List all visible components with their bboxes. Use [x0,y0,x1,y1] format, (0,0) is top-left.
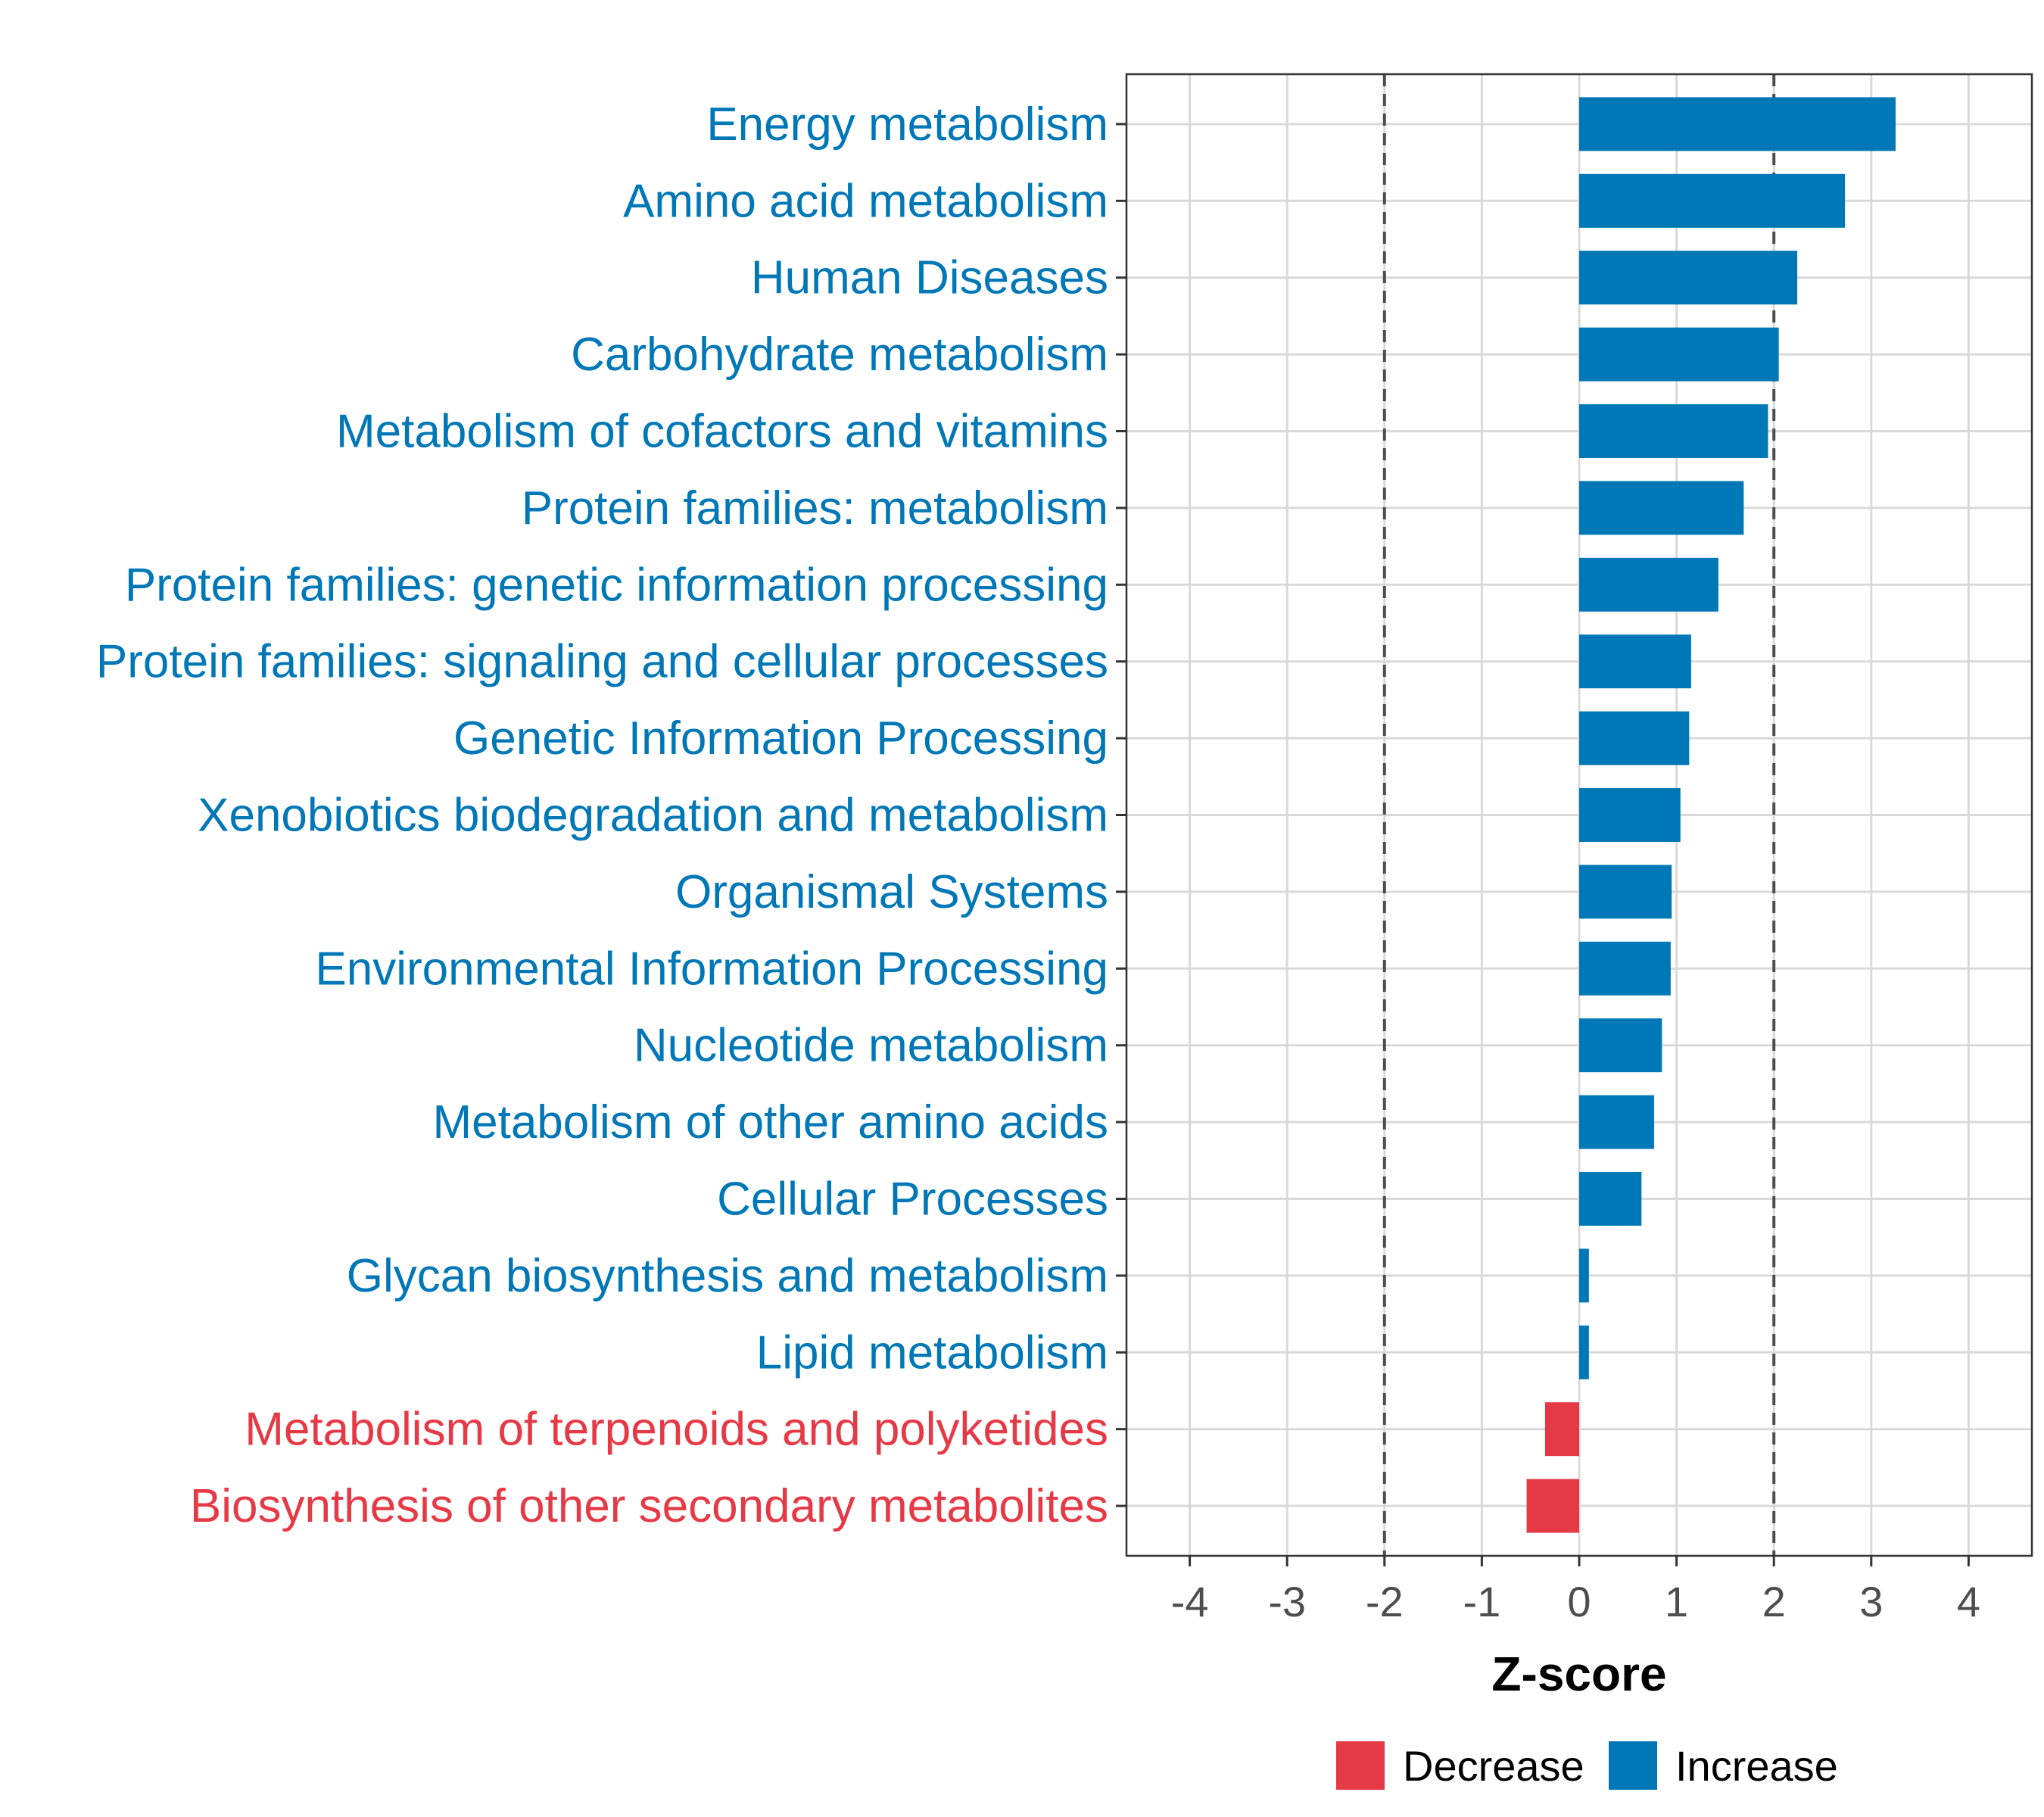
category-label: Environmental Information Processing [315,943,1108,995]
x-tick-label: -4 [1171,1578,1209,1625]
bar [1579,173,1846,228]
bar [1579,1172,1642,1226]
x-tick-label: 0 [1567,1578,1591,1625]
bar [1579,481,1744,535]
category-label: Energy metabolism [706,98,1108,151]
bars [1526,97,1896,1533]
category-label: Lipid metabolism [756,1326,1108,1379]
bar [1544,1402,1579,1457]
x-tick-label: -3 [1268,1578,1306,1625]
x-tick-label: 4 [1957,1578,1980,1625]
category-label: Protein families: signaling and cellular… [96,636,1108,688]
bar [1579,634,1691,689]
category-label: Metabolism of cofactors and vitamins [336,406,1108,458]
bar [1579,404,1768,458]
x-axis-title: Z-score [1491,1647,1666,1701]
bar [1579,1018,1662,1073]
category-label: Nucleotide metabolism [634,1020,1108,1072]
legend: Decrease Increase [1336,1741,1838,1790]
bar [1579,1248,1589,1303]
x-tick-label: 3 [1859,1578,1883,1625]
bar [1579,557,1718,612]
legend-swatch [1609,1741,1657,1790]
bar [1579,711,1690,765]
bar [1579,941,1671,996]
category-label: Metabolism of other amino acids [432,1096,1108,1148]
bar [1579,1095,1655,1149]
x-tick-label: 1 [1665,1578,1688,1625]
x-tick-label: 2 [1762,1578,1786,1625]
bar [1579,1325,1589,1379]
category-label: Cellular Processes [717,1173,1108,1225]
x-tick-label: -1 [1463,1578,1500,1625]
category-label: Protein families: genetic information pr… [125,559,1108,611]
legend-swatch [1336,1741,1385,1790]
category-label: Carbohydrate metabolism [571,329,1108,381]
x-axis-tick-labels: -4 -3 -2 -1 0 1 2 3 4 [1171,1578,1980,1625]
bar [1579,865,1672,919]
legend-label: Decrease [1403,1742,1584,1790]
y-axis-labels: Energy metabolism Amino acid metabolism Hu… [96,98,1108,1532]
legend-label: Increase [1675,1742,1838,1790]
bar [1526,1479,1579,1533]
category-label: Metabolism of terpenoids and polyketides [245,1404,1108,1456]
category-label: Human Diseases [751,252,1108,304]
category-label: Protein families: metabolism [522,482,1108,535]
x-axis-ticks [1189,1556,1970,1566]
category-label: Organismal Systems [675,866,1108,918]
threshold-lines [1382,74,1776,1556]
category-label: Xenobiotics biodegradation and metabolis… [198,790,1108,842]
bar [1579,788,1681,842]
y-axis-ticks [1116,123,1126,1507]
bar [1579,97,1896,151]
category-label: Genetic Information Processing [453,712,1108,765]
category-label: Glycan biosynthesis and metabolism [347,1250,1108,1302]
category-label: Amino acid metabolism [623,175,1108,227]
category-label: Biosynthesis of other secondary metaboli… [190,1480,1108,1532]
bar [1579,327,1779,382]
x-tick-label: -2 [1366,1578,1404,1625]
bar [1579,251,1798,305]
